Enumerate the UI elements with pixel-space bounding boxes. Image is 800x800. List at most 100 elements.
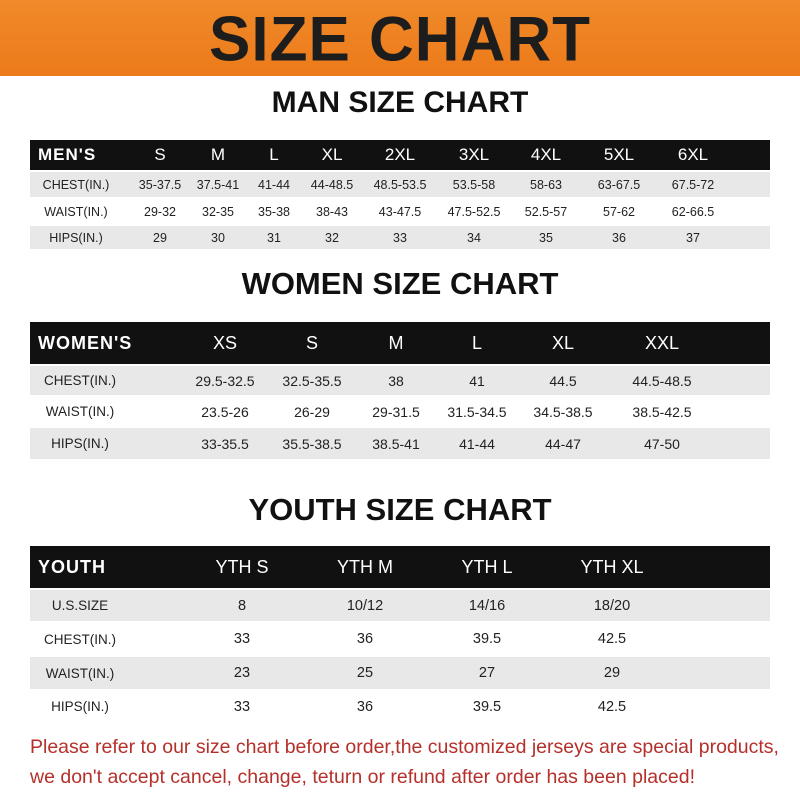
size-column-header: S: [154, 145, 166, 164]
table-cell: 47.5-52.5: [447, 204, 501, 219]
table-cell: 23: [233, 665, 251, 681]
size-column-header: 6XL: [677, 145, 709, 164]
table-header-row: MEN'S S M L XL 2XL 3XL 4XL 5XL 6XL: [30, 140, 770, 170]
row-label: CHEST(IN.): [44, 631, 116, 647]
table-cell: 31: [267, 230, 281, 245]
notice-line-2: we don't accept cancel, change, teturn o…: [30, 766, 695, 788]
row-label: WAIST(IN.): [44, 204, 108, 219]
row-label: WAIST(IN.): [45, 665, 115, 681]
table-cell: 31.5-34.5: [447, 403, 507, 420]
table-row: CHEST(IN.) 33 36 39.5 42.5: [30, 623, 770, 655]
table-cell: 23.5-26: [201, 403, 249, 420]
row-label: HIPS(IN.): [51, 436, 109, 451]
table-cell: 36: [356, 631, 374, 647]
row-label: WAIST(IN.): [45, 404, 115, 419]
table-header-label: WOMEN'S: [38, 332, 133, 353]
size-column-header: XXL: [644, 332, 680, 353]
table-cell: 57-62: [603, 204, 635, 219]
table-cell: 32-35: [202, 204, 234, 219]
table-cell: 10/12: [346, 597, 384, 614]
size-column-header: YTH M: [337, 556, 393, 577]
table-cell: 67.5-72: [671, 177, 715, 192]
size-column-header: 4XL: [530, 145, 562, 164]
table-cell: 27: [478, 665, 496, 681]
table-cell: 41: [469, 372, 485, 389]
size-column-header: YTH XL: [580, 556, 644, 577]
table-cell: 38.5-42.5: [632, 403, 692, 420]
table-cell: 35-37.5: [138, 177, 182, 192]
table-cell: 41-44: [459, 435, 495, 452]
table-cell: 29.5-32.5: [195, 372, 255, 389]
banner: SIZE CHART: [0, 0, 800, 76]
size-column-header: L: [471, 332, 483, 353]
table-cell: 29: [603, 665, 621, 681]
table-cell: 37.5-41: [196, 177, 240, 192]
table-cell: 44.5: [549, 372, 577, 389]
table-cell: 29-31.5: [372, 403, 420, 420]
table-cell: 33: [233, 631, 251, 647]
table-cell: 35.5-38.5: [282, 435, 342, 452]
youth-title: YOUTH SIZE CHART: [248, 492, 552, 527]
table-cell: 42.5: [597, 698, 627, 715]
table-row: HIPS(IN.) 29 30 31 32 33 34 35 36 37: [30, 226, 770, 249]
size-column-header: 5XL: [603, 145, 635, 164]
table-header-row: WOMEN'S XS S M L XL XXL: [30, 322, 770, 364]
table-cell: 62-66.5: [671, 204, 715, 219]
table-cell: 38: [388, 372, 404, 389]
row-label: HIPS(IN.): [49, 230, 103, 245]
size-column-header: XL: [551, 332, 575, 353]
row-label: HIPS(IN.): [51, 699, 109, 714]
table-cell: 35-38: [258, 204, 290, 219]
table-cell: 53.5-58: [452, 177, 496, 192]
table-cell: 43-47.5: [378, 204, 422, 219]
women-size-table: WOMEN'S XS S M L XL XXL CHEST(IN.) 29.5-32.5 32.5…: [30, 322, 770, 459]
table-cell: 34: [467, 230, 481, 245]
table-row: HIPS(IN.) 33-35.5 35.5-38.5 38.5-41 41-44 44-…: [30, 428, 770, 459]
size-column-header: XS: [212, 332, 238, 353]
table-header-label: YOUTH: [38, 556, 106, 577]
table-cell: 29-32: [144, 204, 176, 219]
table-cell: 37: [686, 230, 700, 245]
table-cell: 30: [211, 230, 225, 245]
table-cell: 33-35.5: [201, 435, 249, 452]
table-header-label: MEN'S: [38, 145, 97, 164]
table-row: CHEST(IN.) 29.5-32.5 32.5-35.5 38 41 44.5 44.5…: [30, 366, 770, 395]
women-title: WOMEN SIZE CHART: [241, 266, 559, 301]
row-label: CHEST(IN.): [44, 373, 116, 388]
table-cell: 48.5-53.5: [373, 177, 427, 192]
table-row: WAIST(IN.) 23 25 27 29: [30, 657, 770, 689]
notice-line-1: Please refer to our size chart before or…: [30, 736, 779, 758]
table-cell: 47-50: [644, 435, 680, 452]
table-cell: 35: [539, 230, 553, 245]
table-cell: 18/20: [593, 597, 631, 614]
banner-title: SIZE CHART: [209, 4, 591, 75]
size-column-header: M: [210, 145, 226, 164]
table-cell: 32.5-35.5: [282, 372, 342, 389]
size-column-header: YTH S: [215, 556, 269, 577]
table-row: WAIST(IN.) 29-32 32-35 35-38 38-43 43-47.5 47.…: [30, 199, 770, 224]
table-cell: 33: [233, 698, 251, 715]
table-row: WAIST(IN.) 23.5-26 26-29 29-31.5 31.5-34.5 34…: [30, 397, 770, 426]
table-cell: 36: [612, 230, 626, 245]
table-cell: 44-47: [545, 435, 581, 452]
table-cell: 25: [356, 665, 374, 681]
size-column-header: 3XL: [458, 145, 490, 164]
table-cell: 58-63: [530, 177, 562, 192]
table-cell: 44.5-48.5: [632, 372, 692, 389]
table-cell: 39.5: [472, 698, 502, 715]
table-row: U.S.SIZE 8 10/12 14/16 18/20: [30, 590, 770, 621]
table-cell: 38.5-41: [372, 435, 420, 452]
table-cell: 8: [237, 597, 247, 614]
size-column-header: XL: [321, 145, 343, 164]
size-column-header: 2XL: [384, 145, 416, 164]
table-cell: 52.5-57: [524, 204, 568, 219]
table-row: HIPS(IN.) 33 36 39.5 42.5: [30, 691, 770, 722]
table-cell: 26-29: [294, 403, 330, 420]
table-header-row: YOUTH YTH S YTH M YTH L YTH XL: [30, 546, 770, 588]
table-row: CHEST(IN.) 35-37.5 37.5-41 41-44 44-48.5 48.5…: [30, 172, 770, 197]
table-cell: 29: [153, 230, 167, 245]
table-cell: 63-67.5: [597, 177, 641, 192]
men-title: MAN SIZE CHART: [271, 86, 529, 119]
table-cell: 42.5: [597, 631, 627, 647]
